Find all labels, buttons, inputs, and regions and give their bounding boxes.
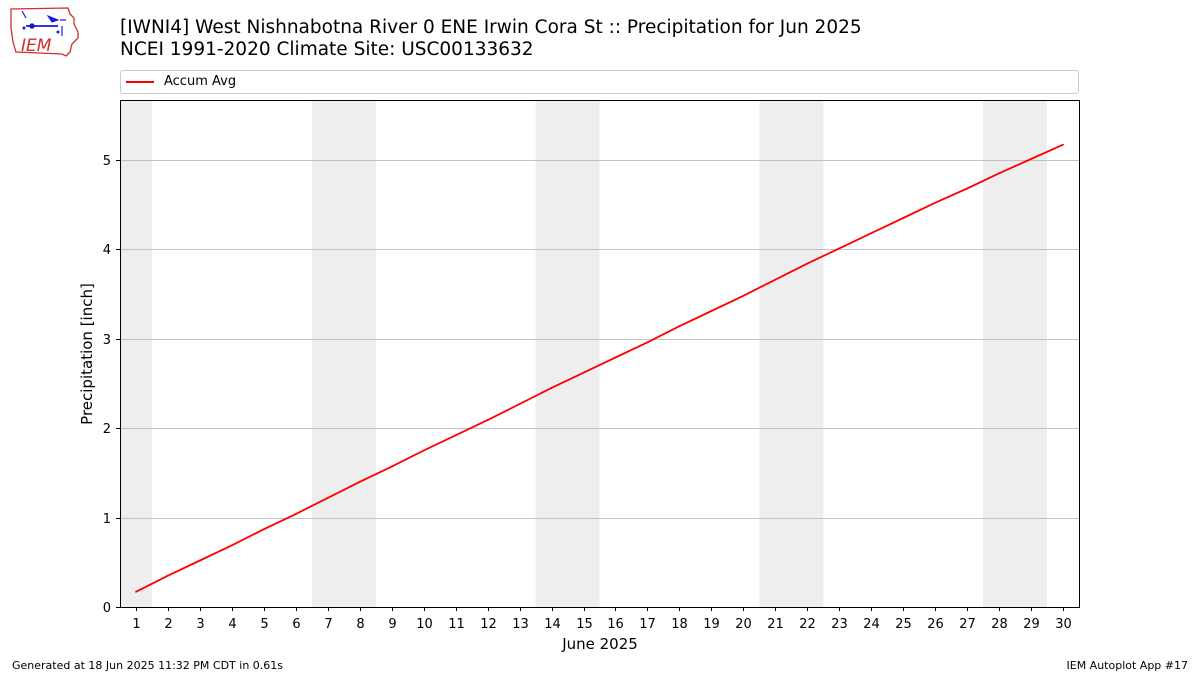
chart-title: [IWNI4] West Nishnabotna River 0 ENE Irw… <box>120 17 862 38</box>
data-point-day-18 <box>678 325 681 328</box>
x-tick-label-12: 12 <box>480 617 497 632</box>
x-axis-ticks: 1 2 3 4 5 6 7 8 9 10 11 12 13 14 15 16 17 18 19 20 21 22 23 24 2… <box>132 607 1072 632</box>
iowa-outline <box>10 7 79 57</box>
x-axis-label: June 2025 <box>561 635 638 653</box>
x-tick-label-19: 19 <box>703 617 720 632</box>
legend-swatch-accum-avg <box>126 81 154 83</box>
data-point-day-14 <box>550 387 553 389</box>
weekend-bands <box>120 100 1048 607</box>
chart-subtitle: NCEI 1991-2020 Climate Site: USC00133632 <box>120 39 534 60</box>
y-tick-label-0: 0 <box>103 601 111 616</box>
x-tick-label-27: 27 <box>959 617 976 632</box>
data-point-day-25 <box>902 217 905 219</box>
series-layer <box>135 143 1064 593</box>
x-tick-label-18: 18 <box>671 617 688 632</box>
x-tick-label-20: 20 <box>735 617 752 632</box>
data-point-day-7 <box>326 497 329 499</box>
y-tick-label-2: 2 <box>103 422 111 437</box>
weekend-band-22 <box>791 100 824 607</box>
data-point-day-11 <box>454 434 457 437</box>
data-point-day-1 <box>135 590 137 593</box>
data-point-day-22 <box>806 262 809 265</box>
x-tick-label-5: 5 <box>260 617 268 632</box>
plot-frame <box>120 100 1080 608</box>
x-tick-label-16: 16 <box>607 617 624 632</box>
data-point-day-28 <box>998 172 1000 175</box>
data-point-day-6 <box>294 513 297 515</box>
x-tick-label-22: 22 <box>799 617 816 632</box>
weather-station-icon <box>21 10 66 36</box>
data-point-day-10 <box>422 449 425 452</box>
x-tick-label-21: 21 <box>767 617 784 632</box>
y-tick-label-1: 1 <box>103 512 111 527</box>
x-tick-label-8: 8 <box>356 617 364 632</box>
data-point-day-3 <box>199 559 201 562</box>
x-tick-label-15: 15 <box>576 617 593 632</box>
x-tick-label-29: 29 <box>1023 617 1040 632</box>
x-tick-label-9: 9 <box>388 617 396 632</box>
x-tick-label-14: 14 <box>544 617 561 632</box>
series-line-accum-avg <box>135 143 1064 593</box>
data-point-day-16 <box>614 356 617 359</box>
data-point-day-20 <box>742 294 745 297</box>
weekend-band-21 <box>759 100 792 607</box>
x-tick-label-6: 6 <box>292 617 300 632</box>
y-tick-label-3: 3 <box>103 333 111 348</box>
y-axis-label: Precipitation [inch] <box>78 283 96 425</box>
data-point-day-5 <box>262 528 265 531</box>
data-point-day-23 <box>838 247 841 250</box>
x-tick-label-2: 2 <box>164 617 172 632</box>
data-point-day-17 <box>646 341 649 344</box>
data-point-day-24 <box>870 232 873 235</box>
legend: Accum Avg <box>120 70 1079 94</box>
y-tick-label-4: 4 <box>103 243 111 258</box>
data-point-day-29 <box>1030 158 1032 160</box>
x-tick-label-13: 13 <box>512 617 529 632</box>
x-tick-label-26: 26 <box>927 617 944 632</box>
weekend-band-7 <box>311 100 344 607</box>
weekend-band-29 <box>1015 100 1048 607</box>
data-point-day-19 <box>710 310 713 312</box>
x-tick-label-28: 28 <box>991 617 1008 632</box>
y-tick-label-5: 5 <box>103 154 111 169</box>
footer-app-text: IEM Autoplot App #17 <box>1066 659 1189 672</box>
data-point-day-27 <box>966 187 969 190</box>
x-tick-label-17: 17 <box>639 617 656 632</box>
data-point-day-21 <box>774 278 777 281</box>
legend-label-accum-avg: Accum Avg <box>164 74 237 89</box>
weekend-band-28 <box>983 100 1016 607</box>
y-axis-ticks: 0 1 2 3 4 5 <box>103 154 120 616</box>
x-tick-label-7: 7 <box>324 617 332 632</box>
x-tick-label-1: 1 <box>132 617 140 632</box>
weekend-band-15 <box>567 100 600 607</box>
data-point-day-2 <box>167 574 169 577</box>
data-point-day-15 <box>582 371 585 374</box>
x-tick-label-3: 3 <box>196 617 204 632</box>
x-tick-label-23: 23 <box>831 617 848 632</box>
x-tick-label-25: 25 <box>895 617 912 632</box>
weekend-band-1 <box>120 100 152 607</box>
weekend-band-8 <box>343 100 376 607</box>
grid-lines <box>120 160 1079 519</box>
weekend-band-14 <box>535 100 568 607</box>
data-point-day-26 <box>934 201 937 204</box>
logo-text: IEM <box>21 36 52 56</box>
data-point-day-4 <box>230 544 233 547</box>
x-tick-label-11: 11 <box>448 617 465 632</box>
x-tick-label-10: 10 <box>416 617 433 632</box>
data-point-day-30 <box>1062 143 1064 146</box>
data-point-day-8 <box>358 480 361 483</box>
data-point-day-9 <box>390 465 393 468</box>
x-tick-label-30: 30 <box>1055 617 1072 632</box>
iem-logo: IEM <box>10 7 79 57</box>
footer-generated-text: Generated at 18 Jun 2025 11:32 PM CDT in… <box>12 659 284 672</box>
data-point-day-12 <box>486 419 489 422</box>
x-tick-label-4: 4 <box>228 617 236 632</box>
data-point-day-13 <box>518 403 521 405</box>
x-tick-label-24: 24 <box>863 617 880 632</box>
